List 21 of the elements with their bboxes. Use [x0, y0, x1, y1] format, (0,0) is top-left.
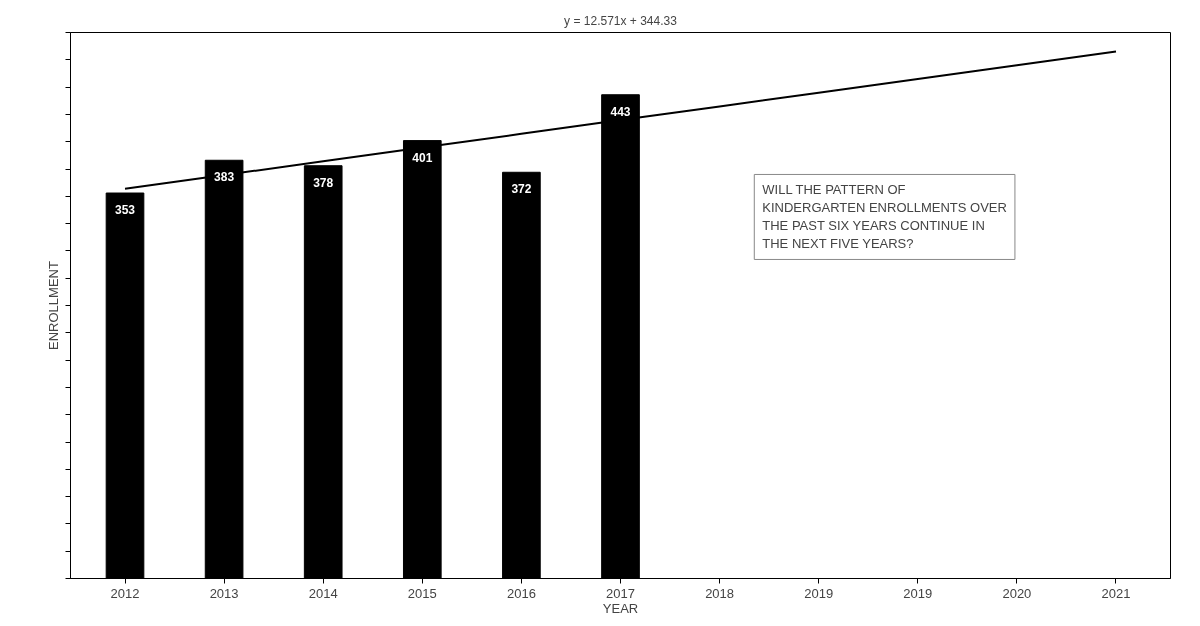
x-tick-label: 2019 [804, 585, 834, 601]
text: y = 12.571x + 344.33 [564, 13, 678, 28]
x-tick-label: 2015 [407, 585, 437, 601]
x-tick-label: 2021 [1101, 585, 1131, 601]
x-tick-label: 2016 [506, 585, 536, 601]
data-label: 401 [412, 150, 433, 165]
x-tick-label: 2014 [308, 585, 338, 601]
annotation: WILL THE PATTERN OF KINDERGARTEN ENROLLMENTS OVER THE PAST SIX YEARS CONTINUE IN THE NEXT FIVE YEARS? [762, 182, 1007, 252]
data-label: 372 [511, 182, 532, 197]
data-label: 378 [313, 175, 334, 190]
x-axis-title: YEAR [602, 600, 639, 616]
y-axis-title: ENROLLMENT [45, 261, 61, 350]
x-tick-label: 2017 [606, 585, 635, 601]
x-tick-label: 2018 [705, 585, 735, 601]
x-tick-label: 2020 [1002, 585, 1032, 601]
x-tick-label: 2013 [209, 585, 239, 601]
x-tick-label: 2012 [110, 585, 140, 601]
data-label: 443 [610, 104, 631, 119]
x-tick-label: 2019 [903, 585, 933, 601]
data-label: 383 [214, 170, 235, 185]
data-label: 353 [114, 203, 136, 218]
